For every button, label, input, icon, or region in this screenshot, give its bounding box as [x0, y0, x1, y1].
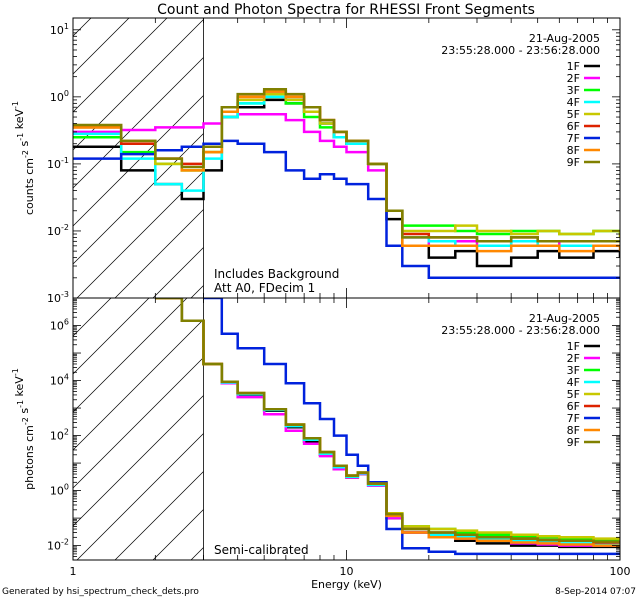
legend-label-3F: 3F — [567, 84, 580, 97]
legend-label-2F: 2F — [567, 72, 580, 85]
legend-label-5F: 5F — [567, 108, 580, 121]
attenuator-hatch — [73, 298, 204, 560]
annotation-text: Att A0, FDecim 1 — [214, 281, 315, 295]
x-axis-label: Energy (keV) — [311, 578, 382, 591]
legend-label-8F: 8F — [567, 424, 580, 437]
series-line-9F — [155, 298, 620, 544]
legend-label-9F: 9F — [567, 156, 580, 169]
y-tick-label: 10-1 — [47, 156, 69, 171]
y-axis-label: counts cm-2 s-1 keV-1 — [11, 101, 36, 215]
time-range-label: 23:55:28.000 - 23:56:28.000 — [441, 324, 600, 337]
y-tick-label: 101 — [50, 22, 69, 37]
footer-timestamp: 8-Sep-2014 07:07 — [555, 587, 636, 597]
x-tick-label: 100 — [610, 565, 631, 578]
legend-label-1F: 1F — [567, 60, 580, 73]
footer-generated-by: Generated by hsi_spectrum_check_dets.pro — [2, 587, 199, 597]
legend-label-4F: 4F — [567, 376, 580, 389]
legend-label-6F: 6F — [567, 120, 580, 133]
series-line-7F — [73, 139, 620, 280]
series-line-9F — [73, 87, 620, 243]
legend-label-7F: 7F — [567, 132, 580, 145]
x-tick-label: 10 — [340, 565, 354, 578]
time-range-label: 23:55:28.000 - 23:56:28.000 — [441, 44, 600, 57]
date-label: 21-Aug-2005 — [529, 312, 600, 325]
legend-label-7F: 7F — [567, 412, 580, 425]
photon-spectrum-panel: 10-2 100 102 104 106 1 10 100 Energy (keV) photon… — [11, 297, 631, 591]
legend-label-2F: 2F — [567, 352, 580, 365]
legend-label-1F: 1F — [567, 340, 580, 353]
legend-label-3F: 3F — [567, 364, 580, 377]
y-tick-label: 10-3 — [47, 290, 69, 305]
y-tick-label: 10-2 — [47, 223, 69, 238]
chart-title: Count and Photon Spectra for RHESSI Fron… — [157, 2, 535, 18]
y-tick-label: 10-2 — [47, 538, 69, 553]
legend-label-6F: 6F — [567, 400, 580, 413]
series-line-7F — [203, 298, 620, 556]
legend-label-8F: 8F — [567, 144, 580, 157]
date-label: 21-Aug-2005 — [529, 32, 600, 45]
count-spectrum-panel: 10-3 10-2 10-1 100 101 counts cm-2 s-1 keV-1 2… — [11, 17, 621, 305]
annotation-text: Semi-calibrated — [214, 543, 309, 557]
legend-label-5F: 5F — [567, 388, 580, 401]
y-tick-label: 104 — [50, 373, 69, 388]
legend-label-4F: 4F — [567, 96, 580, 109]
y-axis-label: photons cm-2 s-1 keV-1 — [11, 368, 36, 490]
y-tick-label: 106 — [50, 318, 69, 333]
x-tick-label: 1 — [70, 565, 77, 578]
legend-label-9F: 9F — [567, 436, 580, 449]
y-tick-label: 102 — [50, 428, 69, 443]
annotation-text: Includes Background — [214, 267, 339, 281]
y-tick-label: 100 — [50, 89, 69, 104]
y-tick-label: 100 — [50, 483, 69, 498]
